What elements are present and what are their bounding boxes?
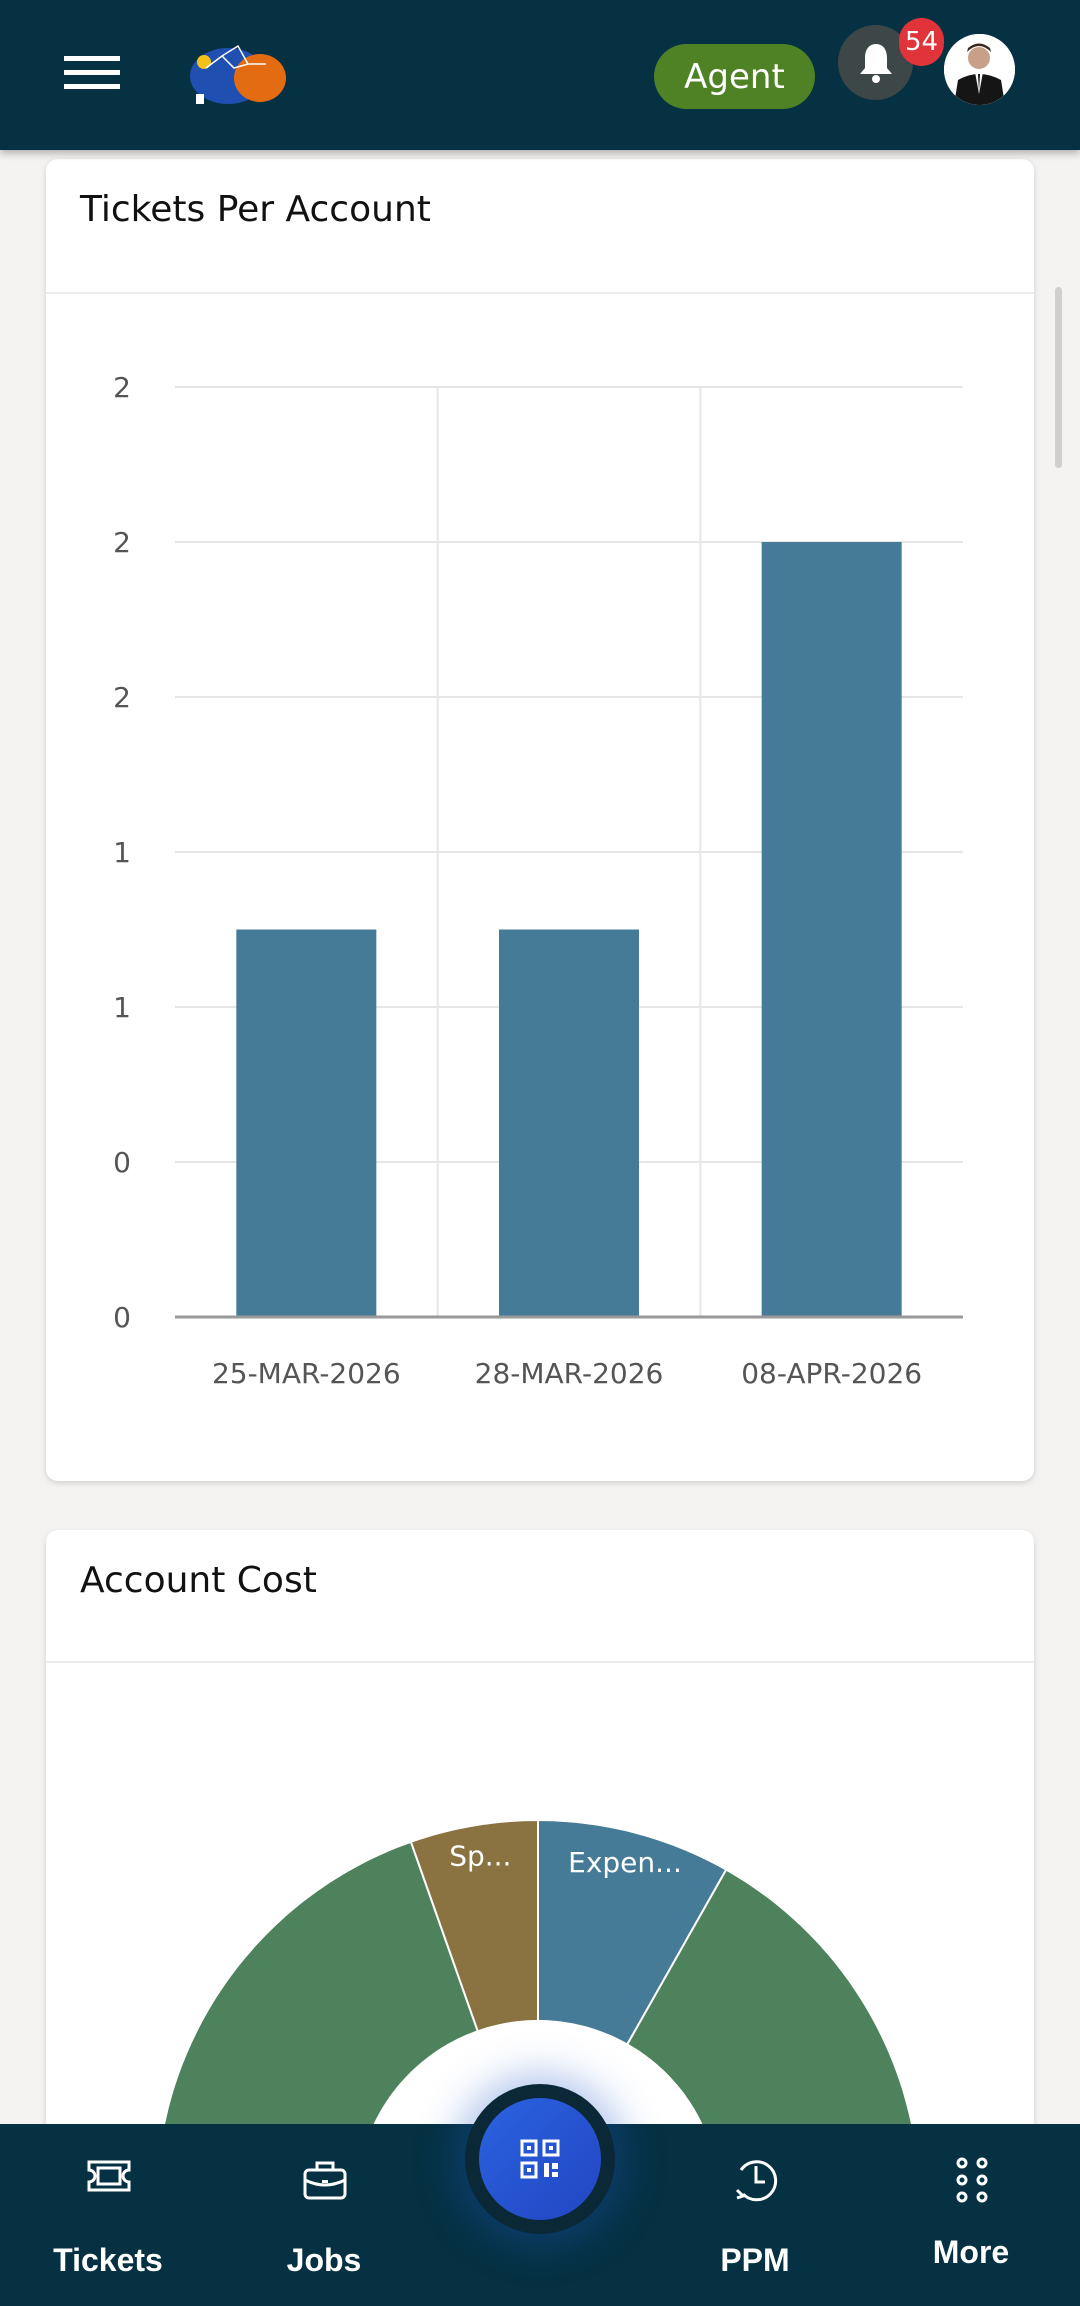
user-avatar[interactable] [944, 34, 1015, 105]
nav-label: PPM [720, 2242, 790, 2278]
y-tick-label: 2 [113, 526, 131, 559]
x-tick-label: 28-MAR-2026 [475, 1357, 664, 1390]
bell-icon [859, 43, 892, 83]
x-tick-label: 08-APR-2026 [741, 1357, 922, 1390]
y-tick-label: 2 [113, 371, 131, 404]
nav-more[interactable]: More [871, 2124, 1071, 2306]
bar [761, 542, 902, 1317]
pie-slice [409, 1818, 539, 2033]
ticket-icon [87, 2160, 131, 2192]
hamburger-icon[interactable] [64, 56, 120, 90]
y-tick-label: 0 [113, 1301, 131, 1334]
briefcase-icon [303, 2161, 347, 2200]
bar-chart: 0 0 1 1 2 2 2 25-MAR-2026 28-MAR-2026 08-APR-2026 [113, 371, 963, 1390]
card-title: Tickets Per Account [80, 189, 431, 230]
clock-history-icon [735, 2160, 778, 2202]
x-tick-label: 25-MAR-2026 [212, 1357, 401, 1390]
app-logo[interactable] [188, 38, 294, 108]
divider [46, 292, 1034, 294]
bar [236, 929, 377, 1317]
scan-qr-button[interactable] [465, 2084, 615, 2234]
tickets-per-account-card: Tickets Per Account 0 0 1 1 2 2 2 25-MAR-2026 28… [46, 159, 1034, 1481]
nav-jobs[interactable]: Jobs [224, 2124, 424, 2306]
nav-label: Jobs [286, 2242, 362, 2278]
dots-grid-icon [956, 2157, 988, 2203]
y-tick-label: 2 [113, 681, 131, 714]
y-tick-label: 1 [113, 836, 131, 869]
y-tick-label: 1 [113, 991, 131, 1024]
card-title: Account Cost [80, 1560, 317, 1601]
slice-label: Expen... [568, 1846, 682, 1879]
nav-ppm[interactable]: PPM [655, 2124, 855, 2306]
divider [46, 1661, 1034, 1663]
slice-label: Sp... [449, 1839, 511, 1872]
scrollbar[interactable] [1055, 287, 1062, 468]
role-badge[interactable]: Agent [654, 44, 815, 109]
bar [499, 929, 639, 1317]
nav-tickets[interactable]: Tickets [8, 2124, 208, 2306]
notification-count-badge: 54 [899, 18, 944, 66]
nav-label: Tickets [53, 2242, 163, 2278]
y-tick-label: 0 [113, 1146, 131, 1179]
qr-code-icon [520, 2139, 560, 2179]
app-header: Agent 54 [0, 0, 1080, 150]
nav-label: More [932, 2234, 1010, 2270]
